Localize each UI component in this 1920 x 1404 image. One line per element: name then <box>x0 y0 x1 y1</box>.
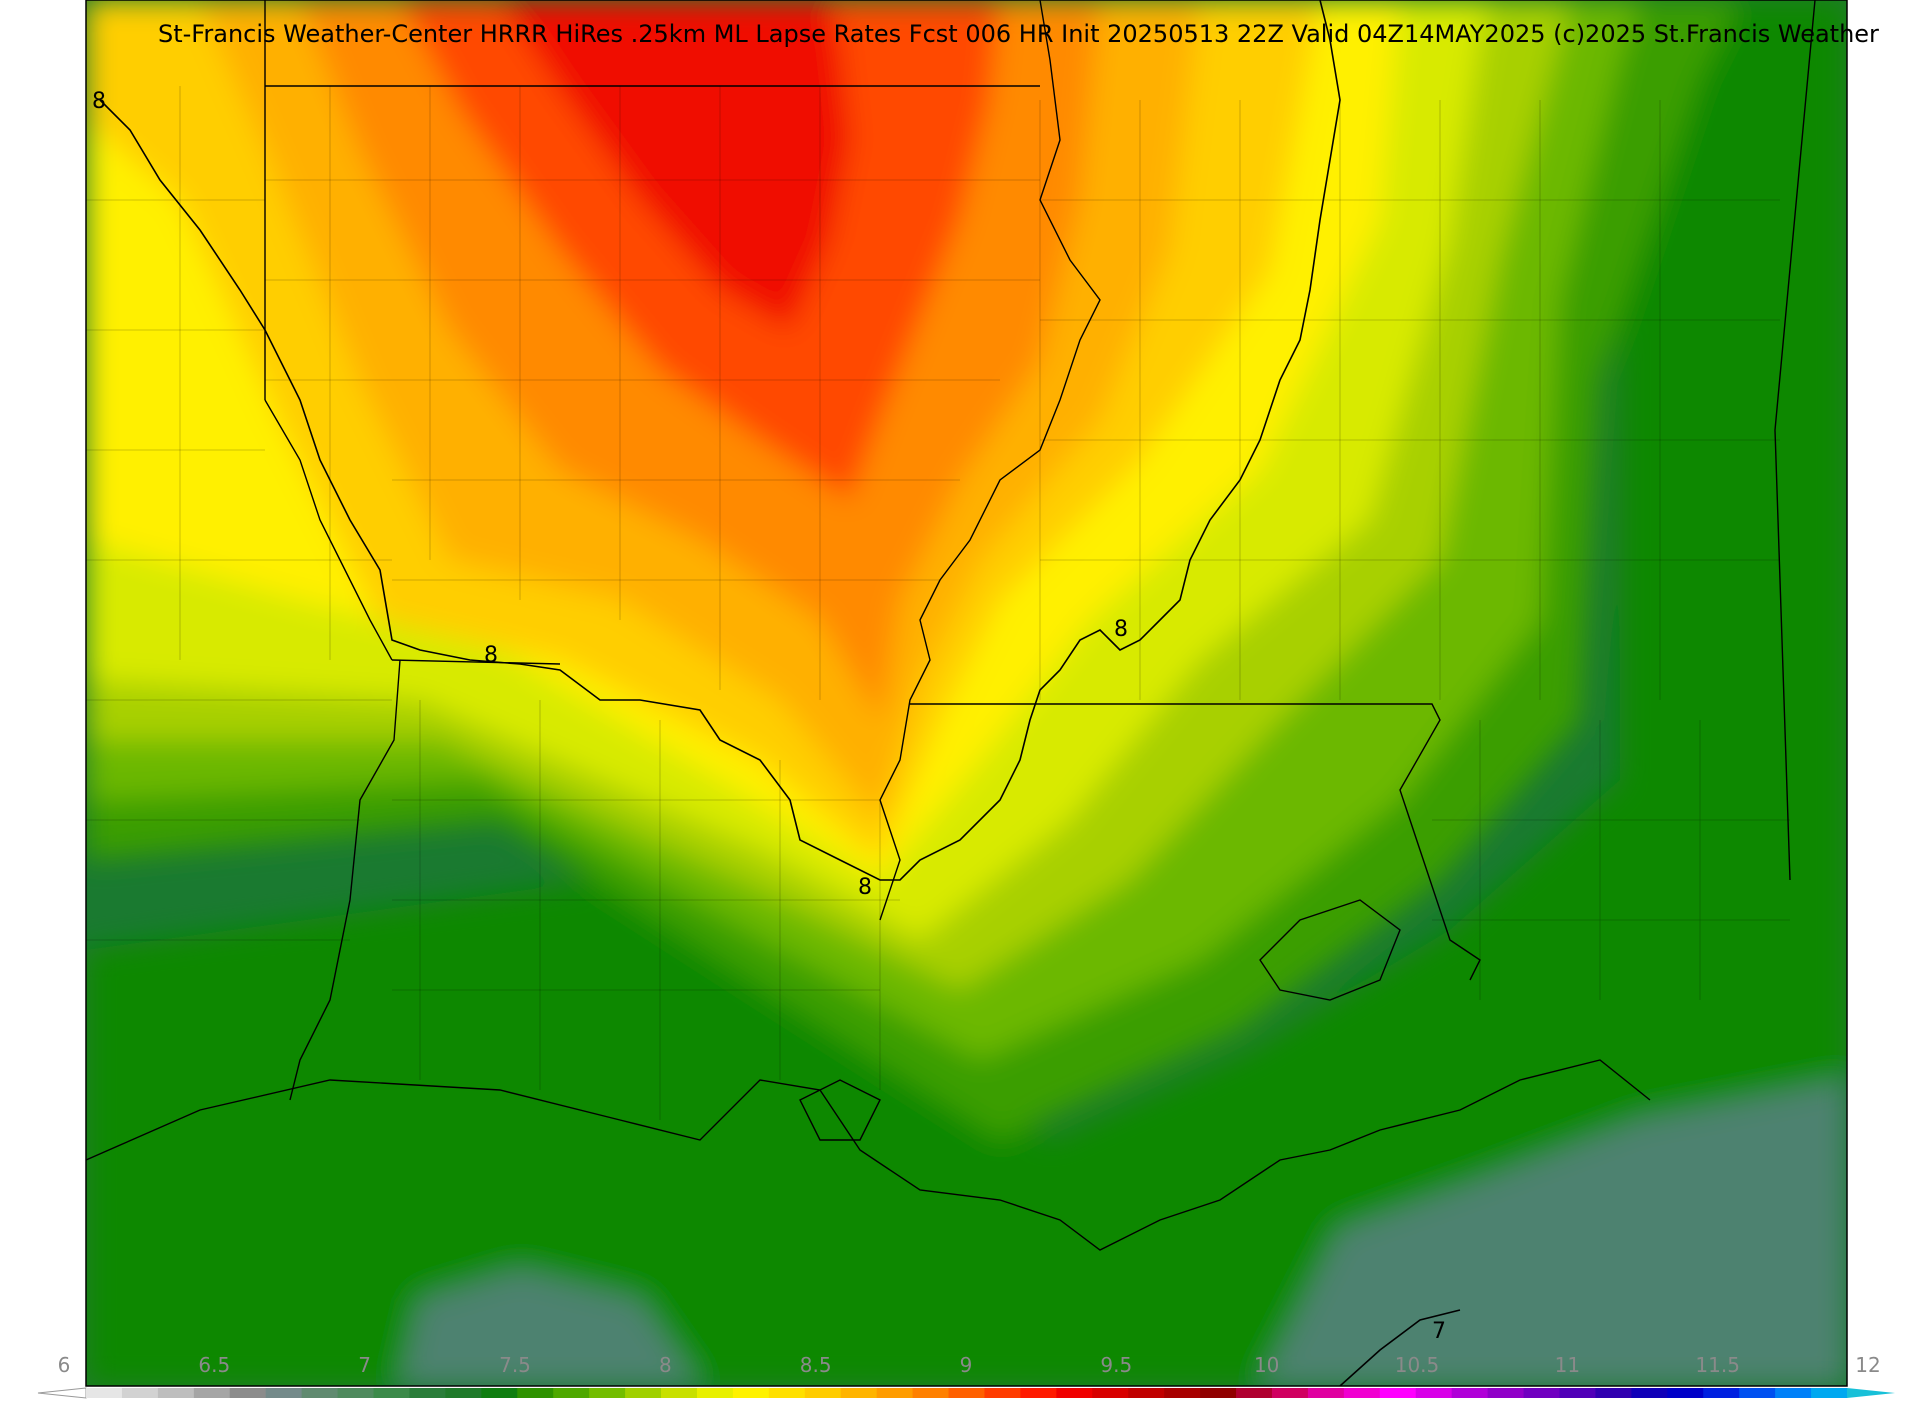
colorbar-swatch <box>373 1388 410 1398</box>
lapse-rate-field <box>86 0 1847 1386</box>
colorbar-swatch <box>481 1388 518 1398</box>
colorbar-swatch <box>265 1388 303 1398</box>
colorbar-swatch <box>1415 1388 1453 1398</box>
contour-8-north <box>99 0 1341 881</box>
field-band <box>400 1270 700 1386</box>
contour-label: 8 <box>92 89 106 114</box>
colorbar-swatch <box>876 1388 914 1398</box>
colorbar-swatch <box>229 1388 267 1398</box>
colorbar-tick-label: 12 <box>1855 1353 1880 1377</box>
colorbar-tick-label: 8.5 <box>800 1353 832 1377</box>
colorbar-tick-label: 8 <box>659 1353 672 1377</box>
colorbar-swatch <box>1595 1388 1632 1398</box>
red-river <box>264 399 393 661</box>
gulf-coast <box>86 1059 1651 1251</box>
colorbar-swatch <box>1559 1388 1596 1398</box>
colorbar-swatch <box>1164 1388 1201 1398</box>
colorbar-swatch <box>840 1388 878 1398</box>
colorbar-swatch <box>121 1388 159 1398</box>
colorbar-swatch <box>1667 1388 1704 1398</box>
colorbar-tick-label: 6 <box>58 1353 71 1377</box>
colorbar-swatch <box>157 1388 195 1398</box>
contour-label-group: 8 8 8 8 7 <box>92 89 1446 1344</box>
louisiana-mississippi-border <box>910 703 1481 981</box>
colorbar-swatch <box>984 1388 1021 1398</box>
county-boundaries <box>86 86 1790 1120</box>
colorbar-swatch <box>301 1388 339 1398</box>
map-frame <box>85 0 1848 1387</box>
mississippi-alabama-border <box>1774 0 1816 881</box>
colorbar-swatch <box>912 1388 950 1398</box>
colorbar <box>37 1387 1895 1399</box>
colorbar-swatch <box>768 1388 806 1398</box>
colorbar-swatch <box>948 1388 985 1398</box>
colorbar-swatch <box>625 1388 662 1398</box>
colorbar-swatch <box>337 1388 375 1398</box>
colorbar-swatch <box>1631 1388 1668 1398</box>
colorbar-swatch <box>1451 1388 1489 1398</box>
contour-label: 8 <box>1114 617 1128 642</box>
colorbar-tick-label: 11 <box>1555 1353 1580 1377</box>
colorbar-swatch <box>1236 1388 1273 1398</box>
colorbar-tick-labels: 6 6.5 7 7.5 8 8.5 9 9.5 10 10.5 11 11.5 12 <box>58 1353 1881 1377</box>
colorbar-swatch <box>1523 1388 1560 1398</box>
map-title: St-Francis Weather-Center HRRR HiRes .25… <box>158 20 1879 48</box>
colorbar-swatch <box>1703 1388 1740 1398</box>
colorbar-swatch <box>1775 1388 1812 1398</box>
colorbar-min-extend <box>37 1387 87 1399</box>
colorbar-swatch <box>1379 1388 1417 1398</box>
colorbar-max-extend <box>1847 1388 1895 1398</box>
lake-pontchartrain <box>1259 899 1401 1001</box>
colorbar-tick-label: 6.5 <box>198 1353 230 1377</box>
field-band <box>86 0 1847 1386</box>
state-boundaries <box>86 0 1816 1251</box>
colorbar-tick-label: 10.5 <box>1395 1353 1440 1377</box>
texas-louisiana-border <box>289 659 401 1101</box>
colorbar-swatch <box>696 1388 734 1398</box>
colorbar-swatch <box>193 1388 231 1398</box>
field-band <box>1260 1080 1847 1386</box>
colorbar-tick-label: 11.5 <box>1695 1353 1740 1377</box>
colorbar-swatch <box>1739 1388 1776 1398</box>
colorbar-tick-label: 9.5 <box>1100 1353 1132 1377</box>
colorbar-swatch <box>517 1388 554 1398</box>
colorbar-swatch <box>1307 1388 1345 1398</box>
colorbar-swatch <box>1020 1388 1057 1398</box>
field-band <box>500 0 850 330</box>
colorbar-tick-label: 10 <box>1254 1353 1279 1377</box>
colorbar-swatch <box>732 1388 770 1398</box>
mississippi-river <box>879 0 1101 921</box>
colorbar-swatch <box>661 1388 698 1398</box>
colorbar-swatch <box>1343 1388 1381 1398</box>
contour-label: 7 <box>1432 1319 1446 1344</box>
contour-7-south <box>1339 1309 1461 1386</box>
lapse-rate-contours <box>99 0 1461 1386</box>
colorbar-swatch <box>445 1388 482 1398</box>
colorbar-swatch <box>589 1388 626 1398</box>
colorbar-swatch <box>1128 1388 1165 1398</box>
arkansas-louisiana-border <box>391 659 561 665</box>
lake-calcasieu <box>799 1079 881 1141</box>
colorbar-swatch <box>553 1388 590 1398</box>
colorbar-swatch <box>409 1388 446 1398</box>
colorbar-swatch <box>1487 1388 1525 1398</box>
colorbar-swatch <box>1056 1388 1093 1398</box>
colorbar-swatch <box>804 1388 842 1398</box>
colorbar-tick-label: 7.5 <box>499 1353 531 1377</box>
contour-label: 8 <box>858 875 872 900</box>
colorbar-swatch <box>1811 1388 1848 1398</box>
colorbar-swatch <box>1200 1388 1237 1398</box>
colorbar-tick-label: 9 <box>960 1353 973 1377</box>
colorbar-tick-label: 7 <box>358 1353 371 1377</box>
colorbar-swatch <box>1092 1388 1129 1398</box>
colorbar-swatch <box>1271 1388 1309 1398</box>
colorbar-swatch <box>86 1388 123 1398</box>
contour-label: 8 <box>484 643 498 668</box>
